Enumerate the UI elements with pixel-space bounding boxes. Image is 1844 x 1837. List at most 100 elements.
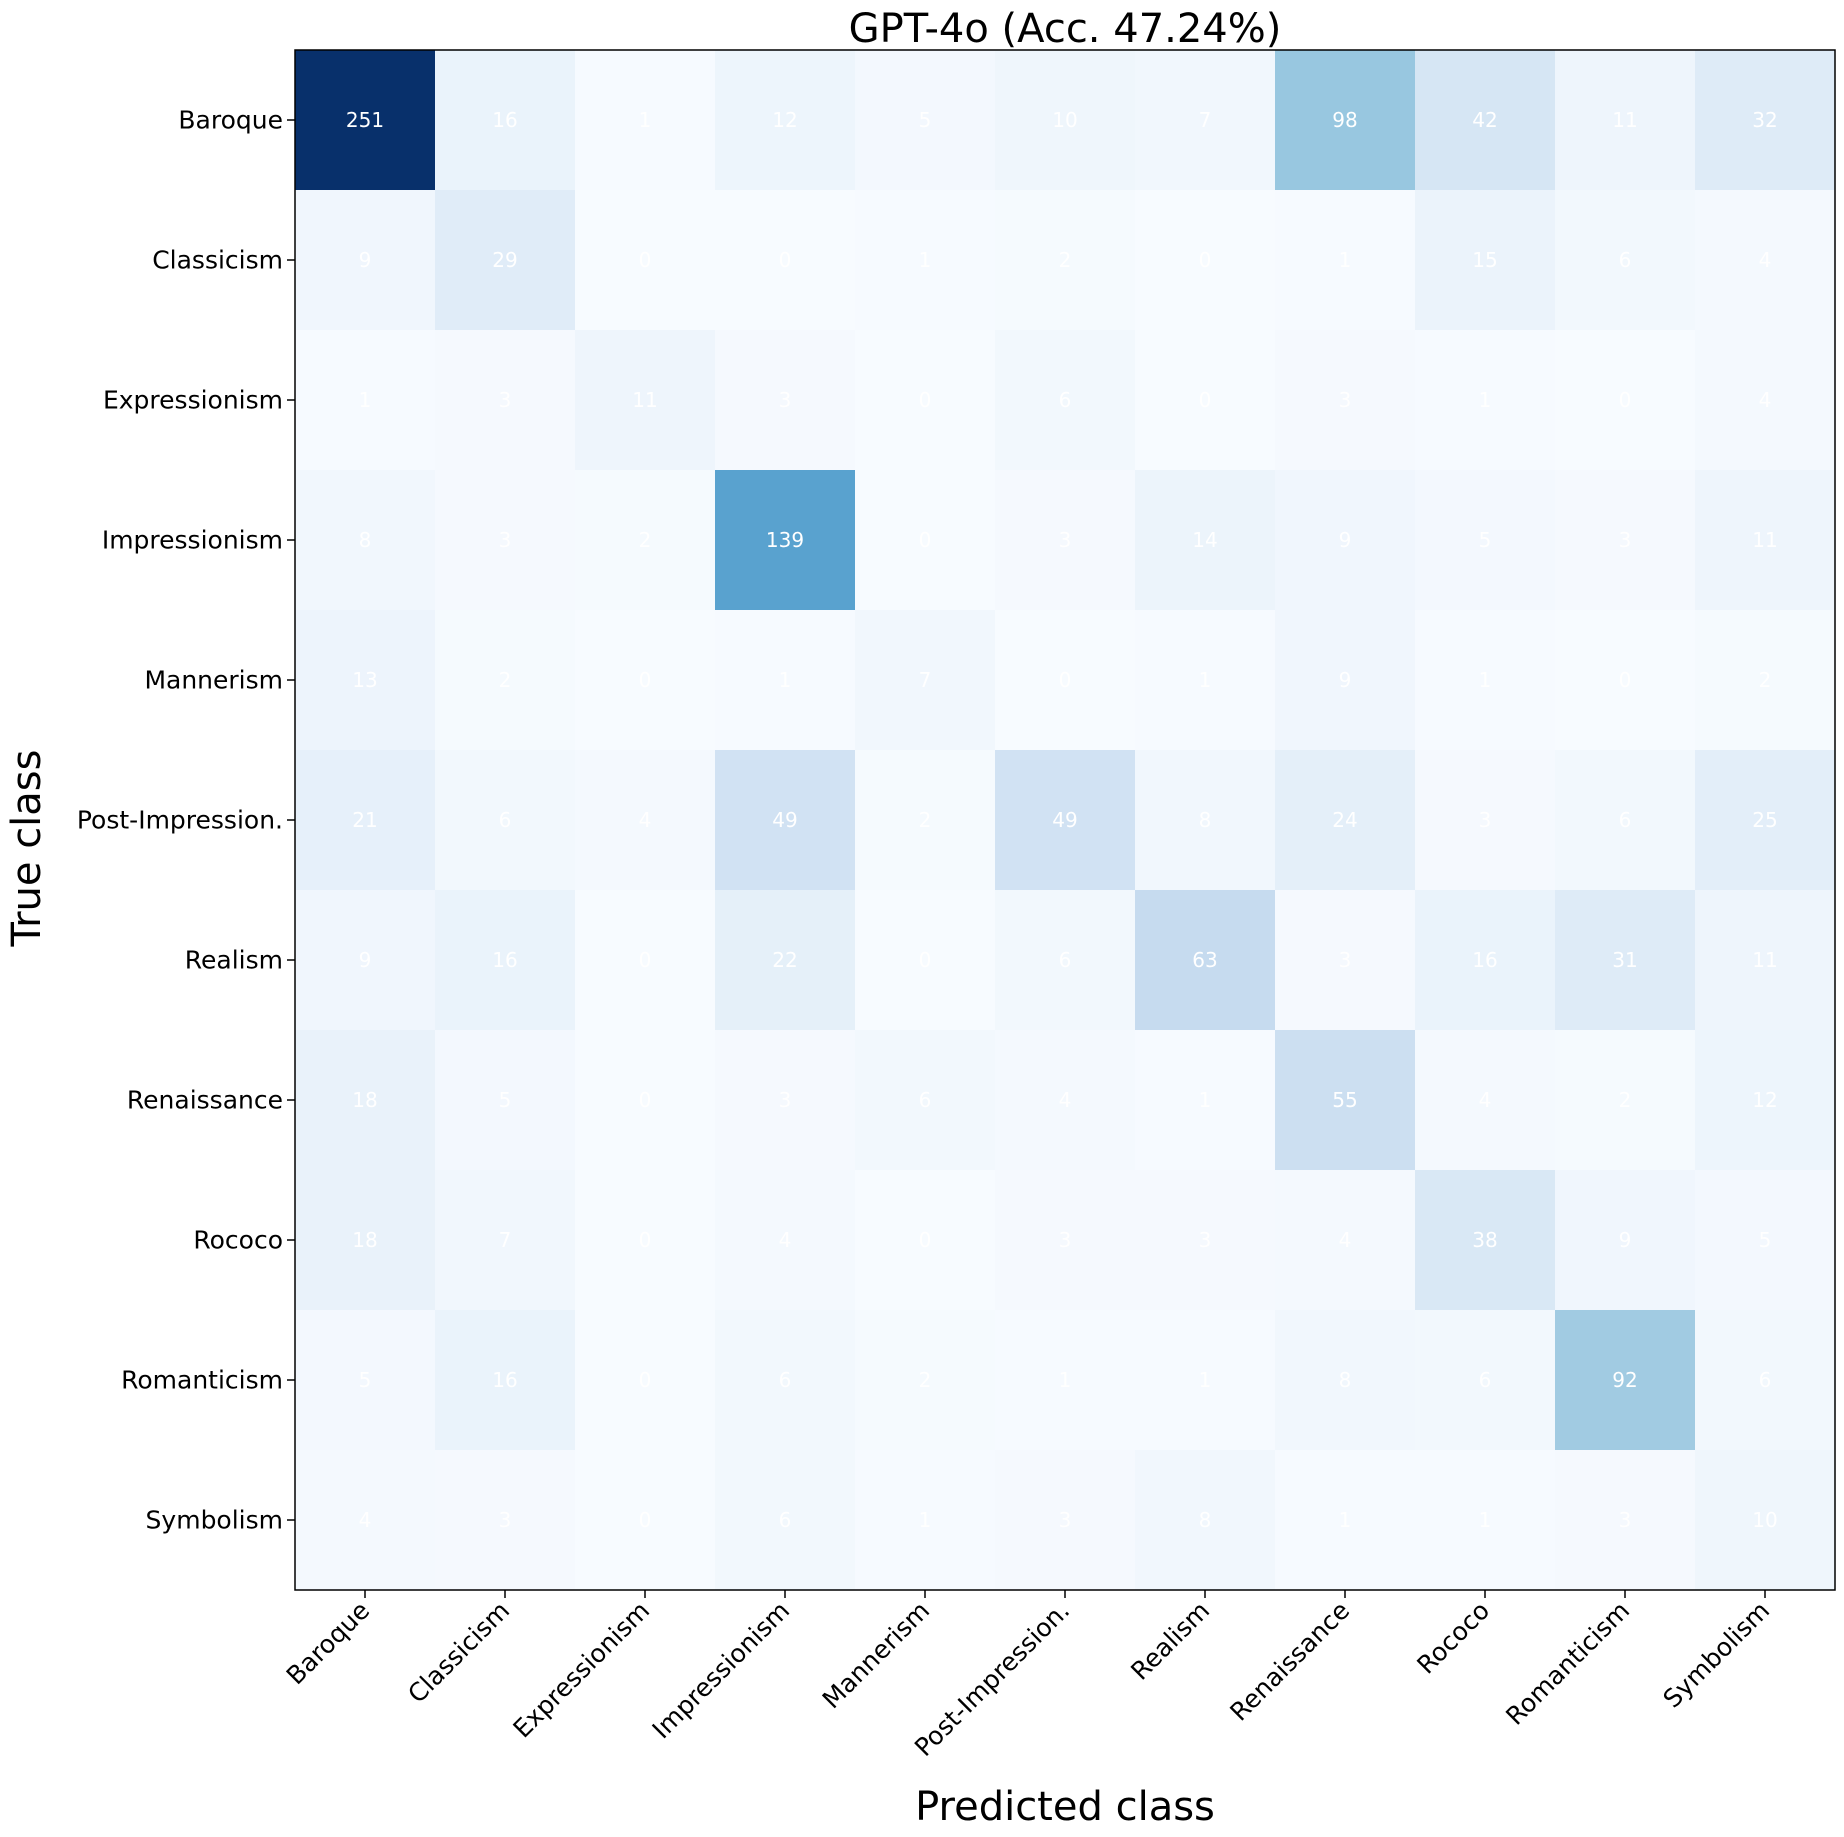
heatmap-cell-value: 1 xyxy=(1479,388,1492,412)
heatmap-cell xyxy=(715,1170,856,1311)
heatmap-cell-value: 0 xyxy=(919,528,932,552)
heatmap-cell xyxy=(1555,50,1696,191)
heatmap-cell xyxy=(435,470,576,611)
heatmap-cell-value: 0 xyxy=(639,1368,652,1392)
heatmap-cell-value: 139 xyxy=(766,528,804,552)
heatmap-cell-value: 1 xyxy=(1339,248,1352,272)
y-tick-label: Renaissance xyxy=(127,1086,283,1115)
heatmap-cell xyxy=(995,1450,1136,1591)
heatmap-cell xyxy=(995,890,1136,1031)
x-tick-label: Impressionism xyxy=(647,1596,796,1745)
heatmap-cell-value: 0 xyxy=(639,1088,652,1112)
heatmap-cell-value: 2 xyxy=(499,668,512,692)
heatmap-cell xyxy=(715,190,856,331)
heatmap-cell xyxy=(1135,50,1276,191)
heatmap-cell xyxy=(995,1170,1136,1311)
heatmap-cell xyxy=(1555,1310,1696,1451)
heatmap-cell xyxy=(1415,1450,1556,1591)
heatmap-cell-value: 5 xyxy=(499,1088,512,1112)
heatmap-cell xyxy=(995,470,1136,611)
heatmap-cell-value: 29 xyxy=(492,248,517,272)
heatmap-cell-value: 3 xyxy=(1059,528,1072,552)
heatmap-cell xyxy=(1695,1450,1836,1591)
heatmap-cell-value: 98 xyxy=(1332,108,1357,132)
heatmap-cell-value: 6 xyxy=(1759,1368,1772,1392)
heatmap-cell xyxy=(855,1450,996,1591)
heatmap-cell-value: 9 xyxy=(1619,1228,1632,1252)
heatmap-cell-value: 8 xyxy=(1199,1508,1212,1532)
y-tick-label: Expressionism xyxy=(103,386,283,415)
heatmap-cell-value: 3 xyxy=(1059,1228,1072,1252)
heatmap-cell xyxy=(855,610,996,751)
heatmap-cell-value: 1 xyxy=(1059,1368,1072,1392)
heatmap-cell-value: 1 xyxy=(1479,1508,1492,1532)
heatmap-cell-value: 0 xyxy=(639,668,652,692)
heatmap-cell xyxy=(715,330,856,471)
heatmap-cell xyxy=(1275,890,1416,1031)
heatmap-cell xyxy=(1275,1450,1416,1591)
heatmap-cell-value: 92 xyxy=(1612,1368,1637,1392)
heatmap-cell-value: 6 xyxy=(779,1508,792,1532)
heatmap-cell xyxy=(295,610,436,751)
heatmap-cell-value: 6 xyxy=(499,808,512,832)
heatmap-cell-value: 16 xyxy=(1472,948,1497,972)
heatmap-cell xyxy=(715,470,856,611)
heatmap-cell xyxy=(995,750,1136,891)
heatmap-cell-value: 49 xyxy=(772,808,797,832)
heatmap-cell-value: 6 xyxy=(919,1088,932,1112)
y-tick-label: Realism xyxy=(185,946,283,975)
y-tick-label: Rococo xyxy=(193,1226,283,1255)
heatmap-cell-value: 2 xyxy=(919,1368,932,1392)
heatmap-cell xyxy=(1695,470,1836,611)
heatmap-cell-value: 9 xyxy=(359,948,372,972)
x-tick-label: Post-Impression. xyxy=(909,1596,1075,1762)
heatmap-cell-value: 12 xyxy=(772,108,797,132)
heatmap-cell-value: 9 xyxy=(1339,668,1352,692)
y-tick-label: Romanticism xyxy=(121,1366,283,1395)
heatmap-cell-value: 4 xyxy=(1339,1228,1352,1252)
heatmap-cell xyxy=(575,1030,716,1171)
y-tick-label: Post-Impression. xyxy=(77,806,283,835)
heatmap-cell xyxy=(995,50,1136,191)
heatmap-cell-value: 14 xyxy=(1192,528,1217,552)
x-tick-label: Mannerism xyxy=(817,1596,935,1714)
heatmap-cell xyxy=(1135,470,1276,611)
heatmap-cell-value: 6 xyxy=(1059,388,1072,412)
heatmap-cell-value: 24 xyxy=(1332,808,1357,832)
heatmap-cell xyxy=(1415,1030,1556,1171)
heatmap-cell-value: 3 xyxy=(1199,1228,1212,1252)
heatmap-cell xyxy=(1275,1030,1416,1171)
heatmap-cell xyxy=(295,470,436,611)
heatmap-cell xyxy=(1555,330,1696,471)
heatmap-cell-value: 0 xyxy=(919,948,932,972)
heatmap-cell xyxy=(1415,330,1556,471)
heatmap-cell-value: 11 xyxy=(1752,948,1777,972)
heatmap-cell xyxy=(1275,1310,1416,1451)
heatmap-cell xyxy=(1555,1450,1696,1591)
heatmap-cell-value: 8 xyxy=(1199,808,1212,832)
heatmap-cell-value: 10 xyxy=(1752,1508,1777,1532)
heatmap-cell-value: 0 xyxy=(1619,388,1632,412)
heatmap-cell-value: 9 xyxy=(1339,528,1352,552)
heatmap-cell xyxy=(295,890,436,1031)
heatmap-cell-value: 0 xyxy=(919,1228,932,1252)
x-tick-label: Romanticism xyxy=(1500,1596,1635,1731)
heatmap-cell-value: 2 xyxy=(1059,248,1072,272)
heatmap-cell-value: 2 xyxy=(1619,1088,1632,1112)
heatmap-cell xyxy=(855,1310,996,1451)
heatmap-cell xyxy=(295,1450,436,1591)
heatmap-cell-value: 3 xyxy=(1059,1508,1072,1532)
x-tick-label: Rococo xyxy=(1411,1596,1495,1680)
heatmap-cell-value: 2 xyxy=(639,528,652,552)
y-tick-label: Mannerism xyxy=(144,666,283,695)
heatmap-cell xyxy=(1135,1450,1276,1591)
heatmap-cell xyxy=(1415,750,1556,891)
heatmap-cell-value: 18 xyxy=(352,1228,377,1252)
heatmap-cell xyxy=(1275,190,1416,331)
heatmap-cell-value: 0 xyxy=(779,248,792,272)
heatmap-cell xyxy=(575,330,716,471)
heatmap-cell-value: 13 xyxy=(352,668,377,692)
heatmap-cell xyxy=(995,1310,1136,1451)
x-axis-ticks: Baroque ClassicismExpressionismImpression… xyxy=(281,1590,1775,1762)
heatmap-cell xyxy=(295,1310,436,1451)
